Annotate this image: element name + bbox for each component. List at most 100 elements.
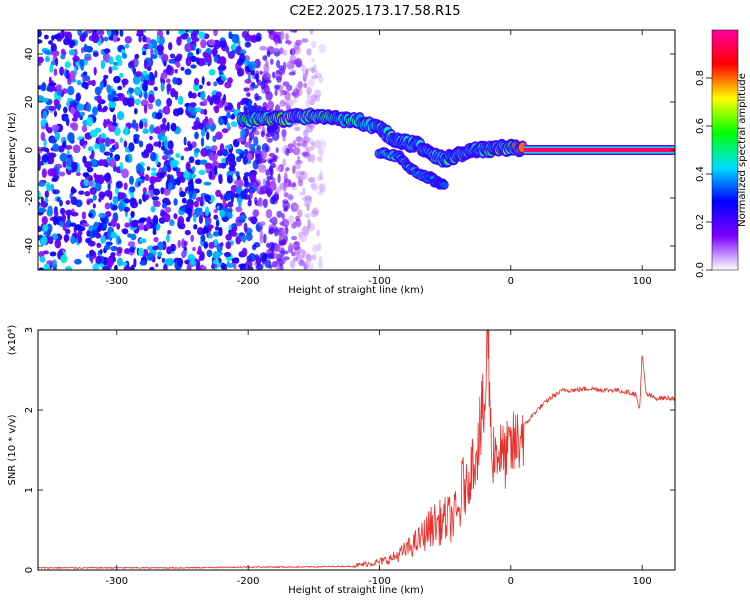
noise-speckle xyxy=(208,39,216,46)
noise-speckle xyxy=(259,187,265,192)
noise-speckle xyxy=(63,114,68,122)
noise-speckle xyxy=(54,238,62,249)
noise-speckle xyxy=(212,94,221,105)
noise-speckle xyxy=(215,219,220,227)
noise-speckle xyxy=(218,64,227,71)
noise-speckle xyxy=(271,216,276,223)
noise-speckle xyxy=(155,157,159,165)
noise-speckle xyxy=(190,173,197,180)
noise-speckle xyxy=(123,140,128,148)
noise-speckle xyxy=(59,152,68,162)
noise-speckle xyxy=(288,242,294,248)
snr-panel: -300 -200 -100 0 100 0 1 2 3 Height of straight … xyxy=(7,325,676,596)
noise-speckle xyxy=(224,196,228,201)
noise-speckle xyxy=(308,99,316,106)
noise-speckle xyxy=(318,145,323,156)
noise-speckle xyxy=(139,120,144,130)
noise-speckle xyxy=(204,206,210,217)
noise-speckle xyxy=(54,131,61,141)
noise-speckle xyxy=(180,155,185,161)
noise-speckle xyxy=(192,246,196,252)
noise-speckle xyxy=(194,148,201,154)
noise-speckle xyxy=(268,227,275,234)
noise-speckle xyxy=(201,76,205,85)
noise-speckle xyxy=(285,147,290,156)
noise-speckle xyxy=(77,30,83,37)
noise-speckle xyxy=(307,218,311,229)
noise-speckle xyxy=(95,232,102,239)
noise-speckle xyxy=(122,53,128,59)
noise-speckle xyxy=(244,141,251,148)
noise-speckle xyxy=(38,207,47,213)
noise-speckle xyxy=(293,98,298,104)
noise-speckle xyxy=(84,56,92,61)
noise-speckle xyxy=(268,181,277,191)
noise-speckle xyxy=(50,60,56,66)
noise-speckle xyxy=(96,242,102,248)
noise-speckle xyxy=(309,146,315,151)
noise-speckle xyxy=(106,84,111,94)
noise-speckle xyxy=(233,262,237,270)
noise-speckle xyxy=(266,50,271,58)
noise-speckle xyxy=(306,253,311,261)
noise-speckle xyxy=(108,191,113,201)
noise-speckle xyxy=(278,72,283,81)
noise-speckle xyxy=(221,76,227,82)
noise-speckle xyxy=(204,116,208,123)
noise-speckle xyxy=(311,67,315,74)
noise-speckle xyxy=(192,37,200,42)
noise-speckle xyxy=(75,171,81,177)
noise-speckle xyxy=(195,107,202,113)
noise-speckle xyxy=(74,224,82,231)
noise-speckle xyxy=(225,156,229,166)
y-tick-label: 2 xyxy=(24,407,35,413)
noise-speckle xyxy=(136,30,144,36)
noise-speckle xyxy=(213,81,218,87)
snr-y-multiplier: (x10⁴) xyxy=(7,325,18,356)
noise-speckle xyxy=(124,222,130,228)
noise-speckle xyxy=(239,100,245,106)
noise-speckle xyxy=(137,181,141,187)
noise-speckle xyxy=(309,183,317,189)
noise-speckle xyxy=(287,143,294,149)
noise-speckle xyxy=(254,93,259,101)
noise-speckle xyxy=(292,88,300,99)
noise-speckle xyxy=(121,78,129,86)
noise-speckle xyxy=(48,40,53,45)
noise-speckle xyxy=(54,91,58,100)
noise-speckle xyxy=(318,139,326,146)
noise-speckle xyxy=(235,235,241,245)
noise-speckle xyxy=(275,165,282,172)
noise-speckle xyxy=(311,254,317,261)
noise-speckle xyxy=(208,152,216,161)
noise-speckle xyxy=(291,251,296,257)
noise-speckle xyxy=(173,198,178,206)
noise-speckle xyxy=(249,173,257,182)
noise-speckle xyxy=(108,56,114,65)
noise-speckle xyxy=(69,70,76,81)
noise-speckle xyxy=(223,94,226,103)
noise-speckle xyxy=(181,250,187,259)
noise-speckle xyxy=(262,178,266,187)
noise-speckle xyxy=(288,215,294,225)
noise-speckle xyxy=(282,158,287,167)
noise-speckle xyxy=(166,97,173,107)
noise-speckle xyxy=(225,241,232,250)
noise-speckle xyxy=(239,263,248,270)
noise-speckle xyxy=(168,42,173,51)
noise-speckle xyxy=(129,186,136,193)
noise-speckle xyxy=(85,30,94,34)
noise-speckle xyxy=(120,49,126,54)
noise-speckle xyxy=(87,80,94,85)
noise-speckle xyxy=(79,111,85,117)
noise-speckle xyxy=(186,264,192,270)
noise-speckle xyxy=(124,36,132,44)
noise-speckle xyxy=(153,200,161,208)
noise-speckle xyxy=(158,140,162,149)
noise-speckle xyxy=(263,233,267,244)
noise-speckle xyxy=(204,194,212,203)
noise-speckle xyxy=(180,177,186,183)
noise-speckle xyxy=(153,126,161,135)
noise-speckle xyxy=(225,144,233,150)
noise-speckle xyxy=(228,224,232,231)
